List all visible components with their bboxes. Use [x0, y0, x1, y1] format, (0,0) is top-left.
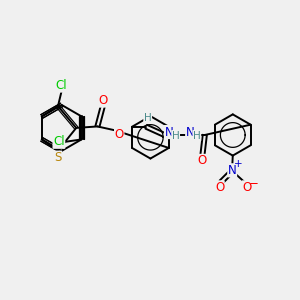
Text: N: N	[164, 125, 173, 139]
Text: S: S	[54, 151, 62, 164]
Text: O: O	[98, 94, 107, 107]
Text: H: H	[144, 113, 152, 124]
Text: Cl: Cl	[56, 79, 67, 92]
Text: H: H	[193, 130, 201, 141]
Text: O: O	[115, 128, 124, 141]
Text: N: N	[186, 125, 194, 139]
Text: O: O	[198, 154, 207, 167]
Text: N: N	[228, 164, 237, 177]
Text: H: H	[172, 130, 179, 141]
Text: Cl: Cl	[53, 135, 65, 148]
Text: O: O	[242, 181, 251, 194]
Text: O: O	[215, 181, 224, 194]
Text: −: −	[249, 177, 259, 190]
Text: +: +	[234, 159, 243, 170]
